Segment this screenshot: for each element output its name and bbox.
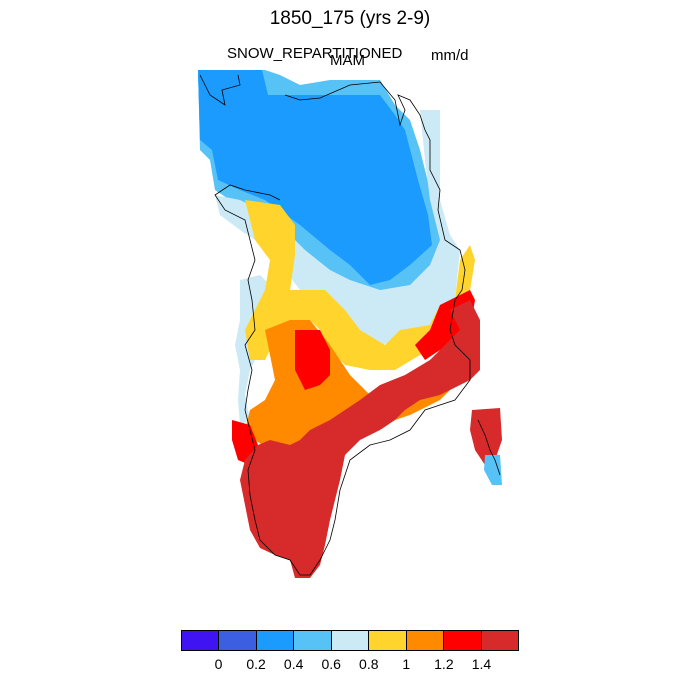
colorbar — [181, 630, 519, 651]
colorbar-tick-label: 1.2 — [434, 656, 454, 672]
colorbar-tick-label: 1.4 — [471, 656, 492, 672]
colorbar-tick-label: 0.4 — [283, 656, 304, 672]
colorbar-swatch — [182, 631, 220, 650]
coastline — [199, 74, 501, 576]
colorbar-tick-label: 1 — [402, 656, 411, 672]
season-label: MAM — [330, 52, 365, 69]
colorbar-swatch — [331, 631, 370, 650]
region-gt-1.4 — [240, 300, 480, 578]
units-label: mm/d — [431, 47, 469, 64]
region-0.6-0.8-island — [484, 455, 502, 485]
colorbar-tick-label: 0.8 — [359, 656, 379, 672]
colorbar-swatch — [481, 631, 518, 650]
region-0.4-0.6-inner — [198, 70, 432, 285]
variable-name: SNOW_REPARTITIONED — [227, 45, 403, 62]
colorbar-swatch — [406, 631, 445, 650]
region-1.4-peak — [295, 330, 330, 390]
colorbar-tick-label: 0.2 — [246, 656, 266, 672]
colorbar-swatch — [219, 631, 257, 650]
colorbar-tick-label: 0 — [214, 656, 223, 672]
colorbar-swatch — [444, 631, 482, 650]
colorbar-tick-label: 0.6 — [321, 656, 341, 672]
colorbar-swatch — [369, 631, 407, 650]
plot-title: 1850_175 (yrs 2-9) — [269, 8, 431, 29]
region-gt-1.4-island — [470, 408, 502, 465]
colorbar-swatch — [256, 631, 295, 650]
region-1.0-1.2 — [245, 200, 475, 370]
colorbar-swatch — [294, 631, 332, 650]
field-layer — [198, 70, 502, 578]
